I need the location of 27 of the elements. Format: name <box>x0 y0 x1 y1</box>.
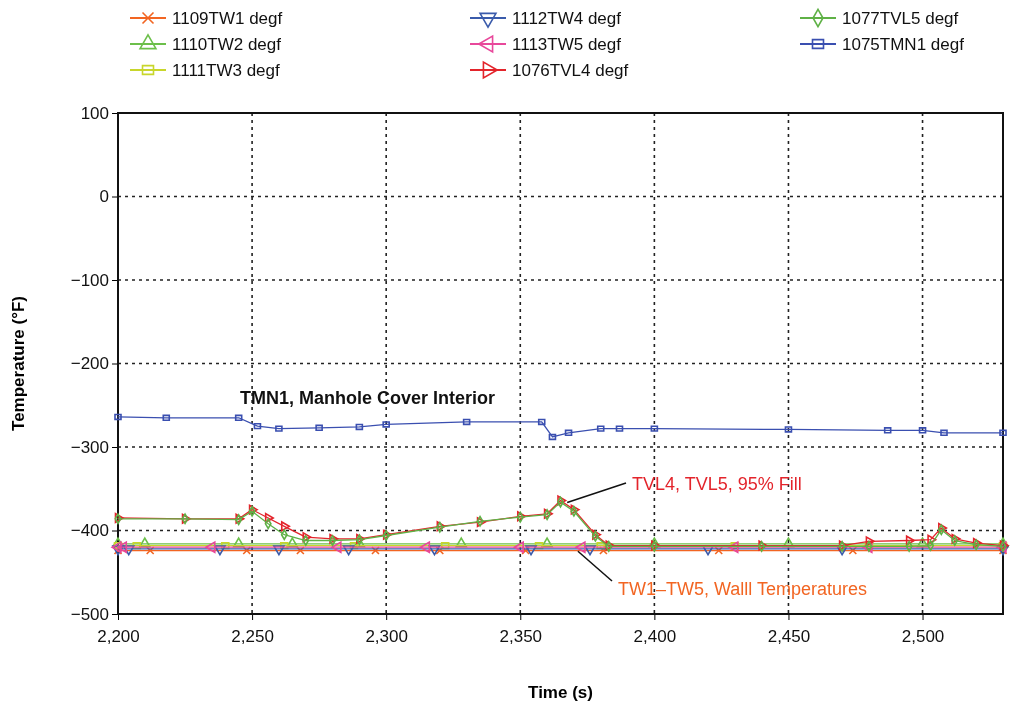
x-tick-label: 2,450 <box>767 626 811 646</box>
y-tick-label: −400 <box>70 521 109 541</box>
x-tick-label: 2,400 <box>633 626 677 646</box>
annotation: TMN1, Manhole Cover Interior <box>240 388 496 408</box>
x-tick-label: 2,350 <box>499 626 543 646</box>
y-tick-label: −200 <box>70 354 109 374</box>
x-axis-title: Time (s) <box>528 683 593 702</box>
annotation: TW1–TW5, Walll Temperatures <box>618 579 868 599</box>
x-tick-label: 2,300 <box>365 626 408 646</box>
y-axis-title: Temperature (°F) <box>9 296 28 431</box>
y-tick-label: 0 <box>99 187 109 207</box>
y-tick-label: −500 <box>70 604 109 624</box>
legend-label: 1075TMN1 degf <box>842 35 965 54</box>
x-tick-label: 2,500 <box>901 626 945 646</box>
legend-label: 1112TW4 degf <box>512 9 622 28</box>
legend-label: 1109TW1 degf <box>172 9 283 28</box>
legend-label: 1111TW3 degf <box>172 61 280 80</box>
legend-label: 1110TW2 degf <box>172 35 282 54</box>
y-tick-label: 100 <box>80 103 109 123</box>
legend-label: 1113TW5 degf <box>512 35 622 54</box>
annotation: TVL4, TVL5, 95% Fill <box>632 474 802 494</box>
y-tick-label: −100 <box>70 270 109 290</box>
x-tick-label: 2,200 <box>97 626 140 646</box>
x-tick-label: 2,250 <box>231 626 274 646</box>
legend-label: 1077TVL5 degf <box>842 9 959 28</box>
legend-label: 1076TVL4 degf <box>512 61 629 80</box>
y-tick-label: −300 <box>70 437 109 457</box>
